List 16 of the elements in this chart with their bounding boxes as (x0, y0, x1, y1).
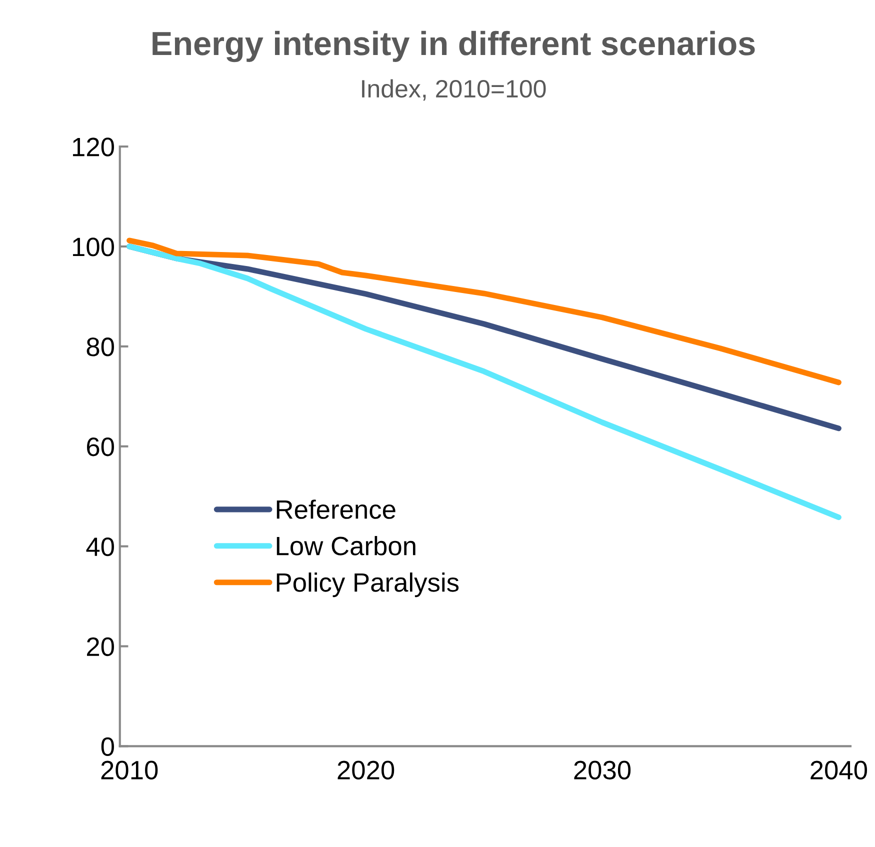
y-tick-label: 80 (86, 338, 114, 356)
legend-label: Reference (276, 500, 396, 519)
chart-subtitle: Index, 2010=100 (362, 79, 546, 101)
x-tick-label: 2010 (101, 760, 158, 780)
x-tick-label: 2030 (574, 760, 631, 780)
y-tick-label: 120 (73, 138, 114, 156)
y-tick-label: 100 (73, 238, 114, 256)
y-tick-label: 20 (86, 637, 114, 656)
legend-label: Policy Paralysis (276, 572, 459, 598)
chart-title: Energy intensity in different scenarios (152, 30, 755, 62)
x-tick-label: 2040 (810, 760, 867, 780)
legend-label: Low Carbon (276, 536, 416, 556)
y-tick-label: 40 (86, 537, 114, 556)
x-tick-label: 2020 (338, 760, 394, 780)
y-tick-label: 0 (101, 737, 114, 756)
y-tick-label: 60 (87, 438, 114, 456)
